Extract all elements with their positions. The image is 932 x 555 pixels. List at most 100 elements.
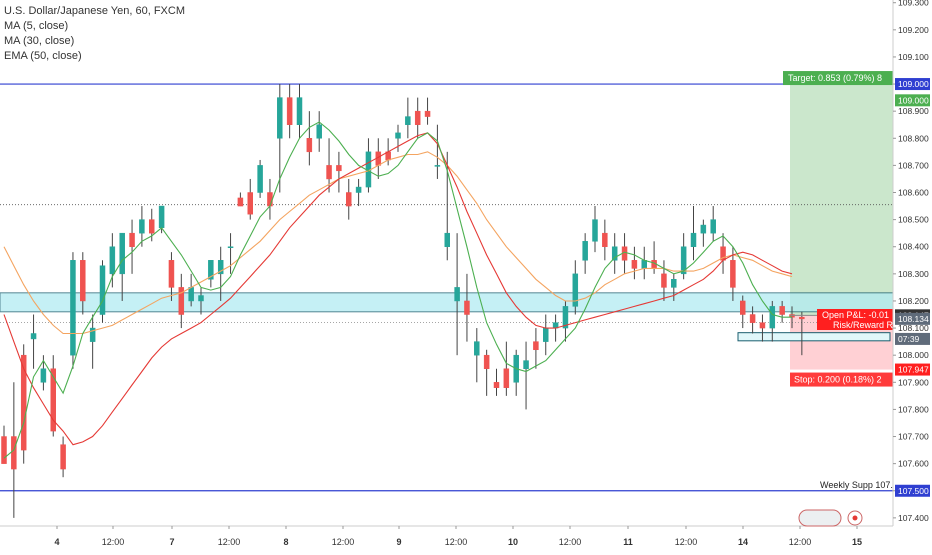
candle-body (296, 97, 303, 125)
event-dot-inner (852, 515, 858, 521)
candle-body (740, 300, 746, 315)
price-tick-label: 108.600 (898, 188, 929, 198)
stop-label: Stop: 0.200 (0.18%) 2 (794, 375, 882, 385)
price-tick-label: 108.200 (898, 296, 929, 306)
price-tag-5: 107.947 (898, 365, 929, 375)
price-tag-bg (895, 332, 930, 345)
price-tag-bg (895, 363, 930, 376)
candle-body (257, 165, 263, 193)
candle-body (779, 306, 785, 315)
time-tick-label: 9 (396, 537, 401, 547)
candle-body (237, 197, 244, 207)
price-tag-0: 109.000 (898, 79, 929, 89)
small-zone (737, 332, 891, 342)
price-tick-label: 108.800 (898, 133, 929, 143)
price-tag-bg (895, 312, 930, 325)
candle-body (533, 341, 539, 351)
price-tick-label: 108.700 (898, 160, 929, 170)
price-tick-label: 108.100 (898, 323, 929, 333)
candle-body (671, 279, 677, 288)
legend-ma5: MA (5, close) (4, 20, 69, 32)
price-tag-bg (895, 94, 930, 107)
plot-area (0, 0, 893, 526)
candle-body (336, 165, 342, 172)
time-tick-label: 12:00 (789, 537, 812, 547)
candle-body (641, 260, 647, 269)
candle-body (188, 287, 194, 302)
candle-body (217, 260, 224, 275)
time-tick-label: 12:00 (445, 537, 468, 547)
candle-body (286, 97, 293, 125)
candle-body (395, 132, 401, 139)
price-tag-bg (895, 484, 930, 497)
candle-body (247, 192, 253, 215)
candle-body (89, 327, 96, 342)
candle-body (168, 260, 175, 288)
time-tick-label: 12:00 (102, 537, 125, 547)
time-tick-label: 8 (283, 537, 288, 547)
candle-body (129, 232, 135, 247)
target-label: Target: 0.853 (0.79%) 8 (788, 73, 882, 83)
time-tick-label: 12:00 (559, 537, 582, 547)
candle-body (346, 192, 352, 207)
candle-body (80, 260, 86, 302)
candle-body (139, 219, 145, 234)
ma5-line (3, 121, 792, 459)
candle-body (178, 287, 185, 315)
candle-body (464, 300, 470, 315)
time-tick-label: 11 (623, 537, 633, 547)
candle-body (326, 165, 332, 180)
candle-body (582, 241, 588, 261)
candle-body (149, 219, 155, 234)
price-tick-label: 108.000 (898, 350, 929, 360)
price-tick-label: 108.300 (898, 269, 929, 279)
open-pl-label: Open P&L: -0.01 (822, 310, 889, 320)
candle-body (158, 205, 165, 229)
candle-body (493, 382, 500, 388)
candle-body (227, 246, 234, 248)
legend-symbol: U.S. Dollar/Japanese Yen, 60, FXCM (4, 5, 185, 17)
target-label-bg (783, 71, 893, 86)
price-tag-6: 107.500 (898, 486, 929, 496)
candle-body (316, 124, 322, 139)
candle-body (60, 444, 66, 470)
candle-body (602, 232, 608, 247)
candle-body (710, 219, 716, 234)
candle-body (661, 273, 667, 288)
candle-body (70, 260, 76, 356)
time-tick-label: 15 (852, 537, 862, 547)
candle-body (483, 354, 490, 369)
candle-body (198, 295, 204, 302)
events-icon (798, 509, 842, 527)
candle-body (690, 232, 697, 247)
candle-body (50, 368, 56, 432)
price-tag-1: 109.000 (898, 95, 929, 105)
price-tick-label: 107.600 (898, 459, 929, 469)
candle-body (562, 306, 569, 329)
price-tick-label: 108.900 (898, 106, 929, 116)
candle-body (99, 265, 106, 315)
candle-body (700, 224, 707, 234)
candle-body (543, 327, 549, 342)
candle-body (799, 316, 805, 320)
time-tick-label: 12:00 (218, 537, 241, 547)
candle-body (434, 165, 441, 167)
risk-reward-label: Risk/Reward R (833, 320, 894, 330)
time-tick-label: 12:00 (675, 537, 698, 547)
candle-body (749, 314, 756, 323)
ema50-line (3, 132, 793, 446)
candle-body (503, 368, 510, 388)
candle-body (277, 97, 283, 139)
price-tick-label: 107.900 (898, 377, 929, 387)
candle-body (523, 360, 529, 369)
legend-ma30: MA (30, close) (4, 35, 75, 47)
candle-body (444, 232, 450, 247)
candle-body (109, 246, 116, 275)
candle-body (11, 436, 17, 470)
candle-body (40, 368, 47, 383)
price-tick-label: 108.400 (898, 242, 929, 252)
candle-body (759, 322, 766, 329)
price-tag-4: 07:39 (898, 334, 920, 344)
